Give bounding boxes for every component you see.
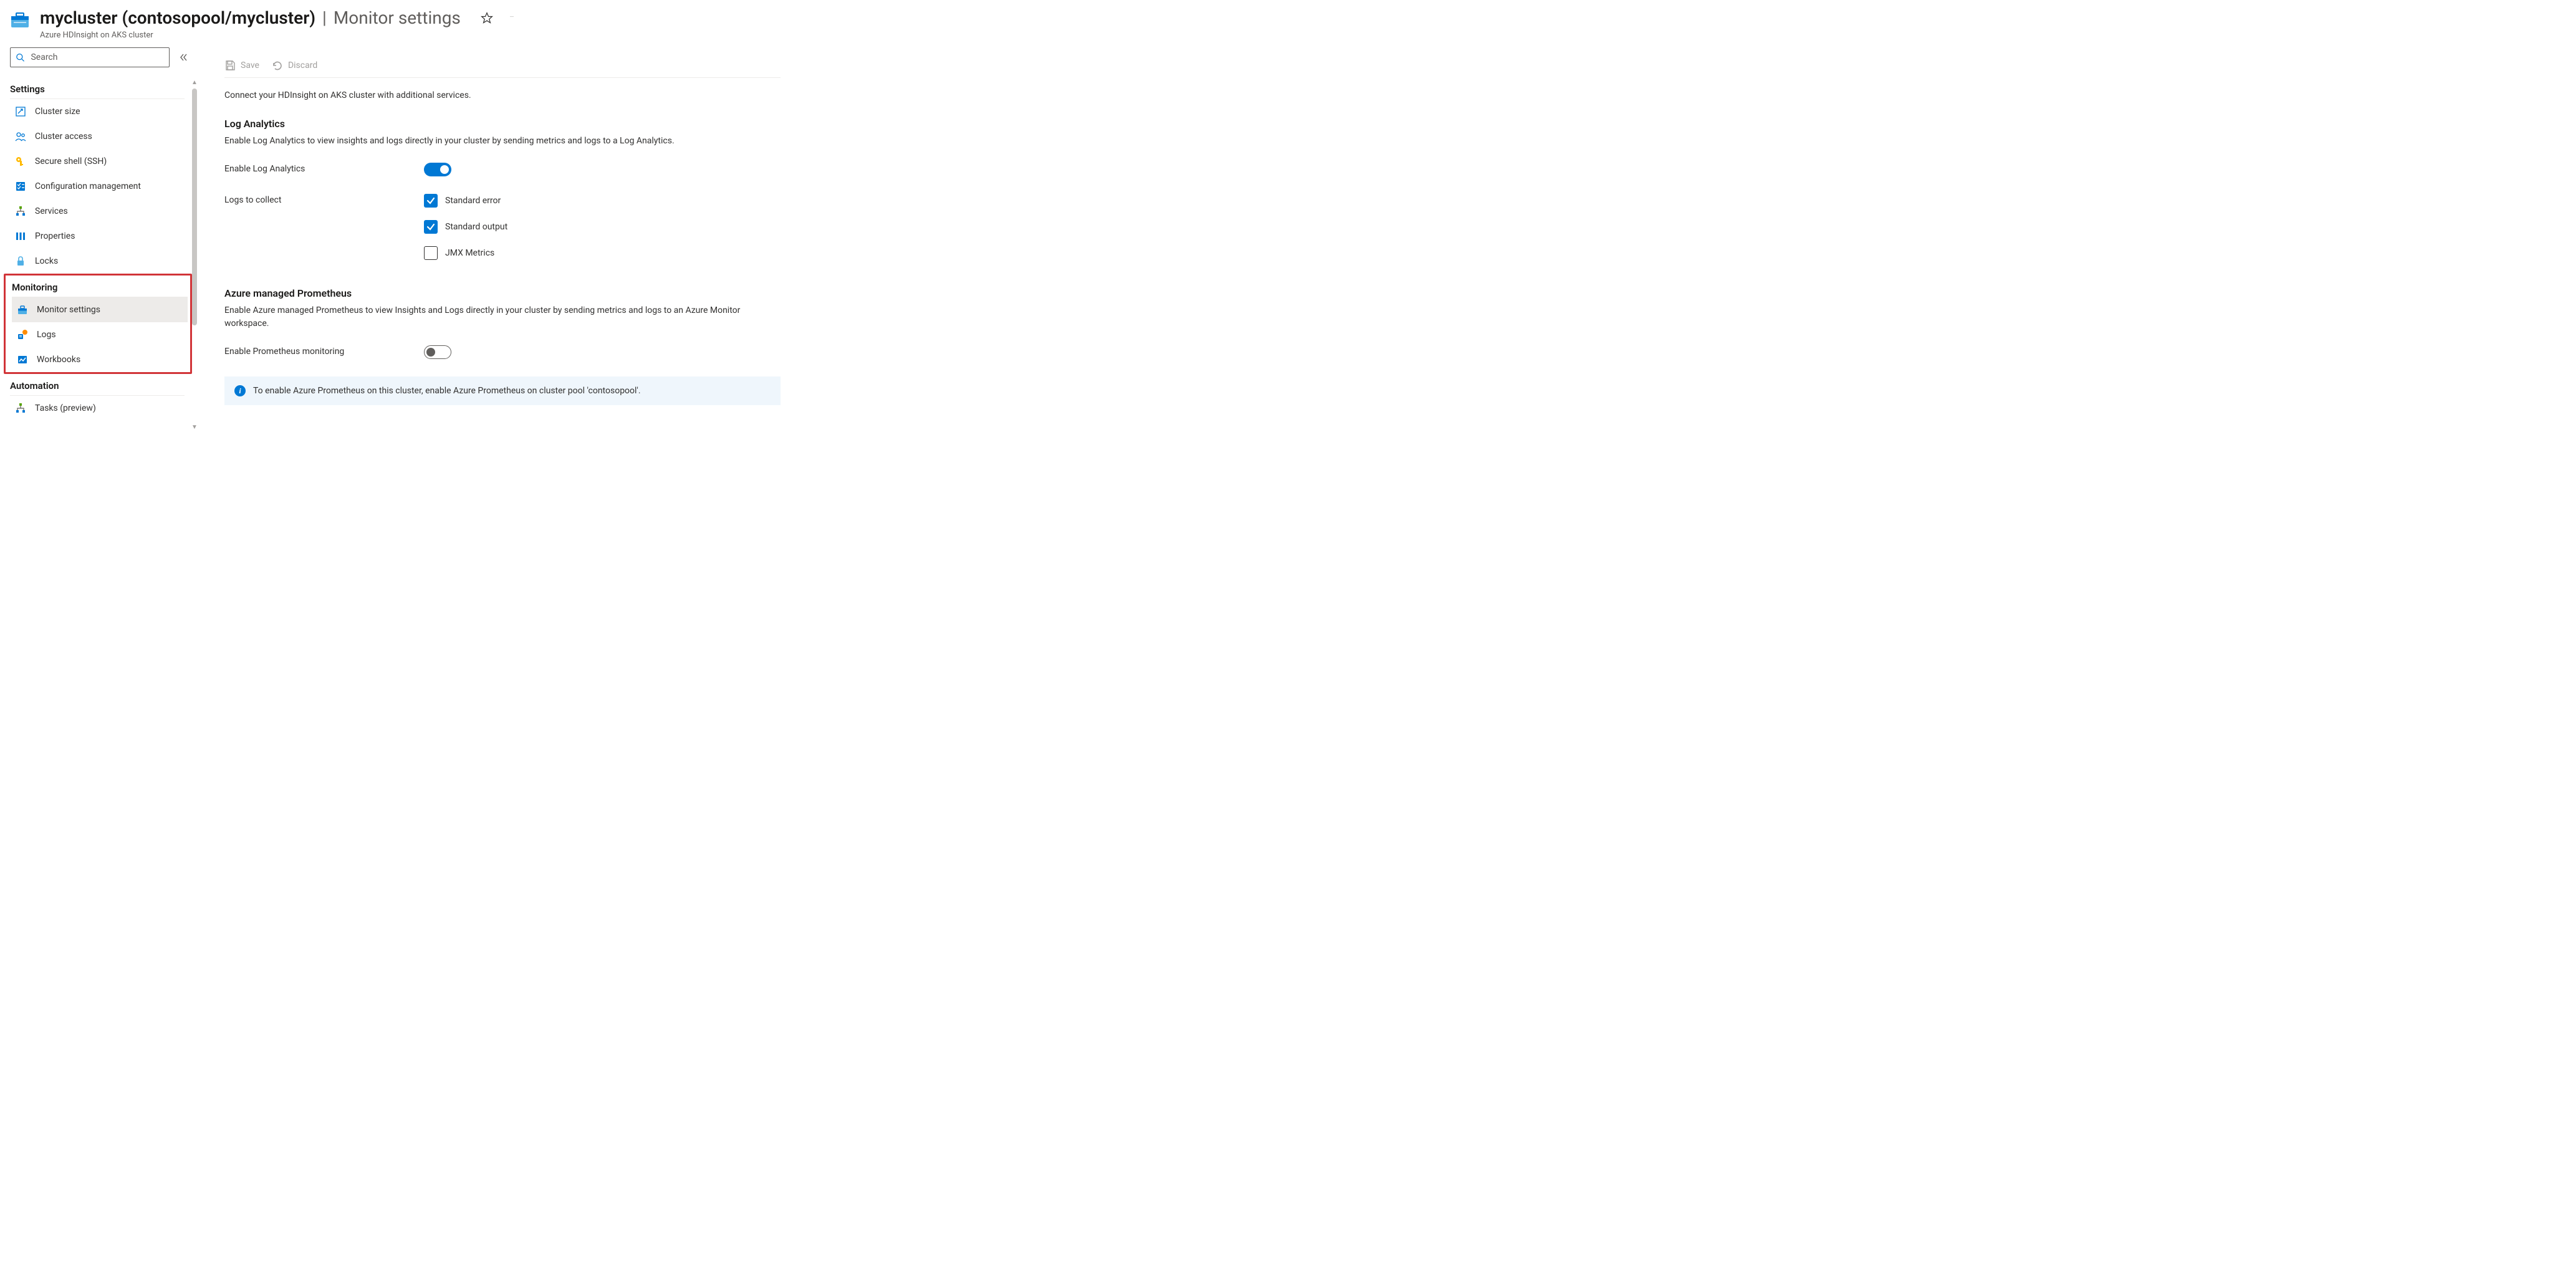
sidebar-item-label: Logs xyxy=(37,330,56,340)
save-label: Save xyxy=(241,60,259,70)
enable-prometheus-label: Enable Prometheus monitoring xyxy=(224,345,424,357)
resource-type-label: Azure HDInsight on AKS cluster xyxy=(40,31,2566,40)
sidebar-item-config-management[interactable]: Configuration management xyxy=(10,174,185,199)
page-header: mycluster (contosopool/mycluster) | Moni… xyxy=(0,0,2576,45)
search-icon xyxy=(16,52,24,62)
resize-icon xyxy=(15,106,26,117)
favorite-icon[interactable] xyxy=(481,12,493,24)
sidebar-item-ssh[interactable]: Secure shell (SSH) xyxy=(10,149,185,174)
sidebar-item-label: Tasks (preview) xyxy=(35,403,96,413)
sidebar-item-cluster-access[interactable]: Cluster access xyxy=(10,124,185,149)
more-icon[interactable] xyxy=(506,12,518,24)
sidebar-item-label: Cluster size xyxy=(35,107,80,117)
sidebar-item-label: Workbooks xyxy=(37,355,80,365)
prometheus-title: Azure managed Prometheus xyxy=(224,287,781,299)
logs-to-collect-label: Logs to collect xyxy=(224,194,424,205)
bars-icon xyxy=(15,231,26,242)
hierarchy-icon xyxy=(15,206,26,217)
sidebar-item-locks[interactable]: Locks xyxy=(10,249,185,274)
sidebar-item-monitor-settings[interactable]: Monitor settings xyxy=(12,297,188,322)
sidebar-item-label: Locks xyxy=(35,256,58,266)
sidebar-item-label: Services xyxy=(35,206,68,216)
log-analytics-title: Log Analytics xyxy=(224,118,781,130)
prometheus-info-bar: i To enable Azure Prometheus on this clu… xyxy=(224,376,781,405)
sidebar-item-services[interactable]: Services xyxy=(10,199,185,224)
toolbox-icon xyxy=(17,304,28,315)
sidebar-item-label: Properties xyxy=(35,231,75,241)
sidebar-item-workbooks[interactable]: Workbooks xyxy=(12,347,188,372)
sidebar-item-label: Secure shell (SSH) xyxy=(35,156,107,166)
people-icon xyxy=(15,131,26,142)
info-icon: i xyxy=(234,385,246,396)
page-title: mycluster (contosopool/mycluster) | Moni… xyxy=(40,7,461,28)
sidebar-item-properties[interactable]: Properties xyxy=(10,224,185,249)
checkbox-label: JMX Metrics xyxy=(445,248,494,258)
resource-icon xyxy=(10,10,30,30)
workbook-icon xyxy=(17,354,28,365)
checkbox-standard-output[interactable] xyxy=(424,220,438,234)
sidebar-scrollbar[interactable]: ▲ ▼ xyxy=(191,80,198,431)
checkbox-label: Standard output xyxy=(445,222,507,232)
sidebar-item-logs[interactable]: Logs xyxy=(12,322,188,347)
collapse-sidebar-button[interactable] xyxy=(177,51,190,64)
save-button[interactable]: Save xyxy=(224,60,259,71)
monitoring-section-highlight: Monitoring Monitor settings Logs xyxy=(4,274,192,374)
log-analytics-desc: Enable Log Analytics to view insights an… xyxy=(224,135,781,148)
sidebar-section-automation: Automation xyxy=(10,374,185,396)
sidebar-item-label: Cluster access xyxy=(35,132,92,141)
enable-log-analytics-toggle[interactable] xyxy=(424,163,451,176)
sidebar-item-tasks[interactable]: Tasks (preview) xyxy=(10,396,185,421)
checkbox-jmx-metrics[interactable] xyxy=(424,246,438,260)
lock-icon xyxy=(15,256,26,267)
tasks-icon xyxy=(15,403,26,414)
discard-label: Discard xyxy=(288,60,317,70)
sidebar-section-settings: Settings xyxy=(10,77,185,99)
logs-icon xyxy=(17,329,28,340)
toolbar: Save Discard xyxy=(224,45,781,78)
checklist-icon xyxy=(15,181,26,192)
main-content: Save Discard Connect your HDInsight on A… xyxy=(195,45,805,431)
sidebar-item-label: Monitor settings xyxy=(37,305,100,315)
enable-prometheus-toggle[interactable] xyxy=(424,345,451,359)
info-text: To enable Azure Prometheus on this clust… xyxy=(253,386,641,396)
intro-text: Connect your HDInsight on AKS cluster wi… xyxy=(224,90,781,100)
enable-log-analytics-label: Enable Log Analytics xyxy=(224,163,424,174)
prometheus-desc: Enable Azure managed Prometheus to view … xyxy=(224,304,781,330)
key-icon xyxy=(15,156,26,167)
sidebar-item-label: Configuration management xyxy=(35,181,141,191)
search-box[interactable] xyxy=(10,47,170,67)
sidebar-section-monitoring: Monitoring xyxy=(12,275,188,297)
search-input[interactable] xyxy=(29,52,164,63)
checkbox-standard-error[interactable] xyxy=(424,194,438,208)
checkbox-label: Standard error xyxy=(445,196,501,206)
discard-button[interactable]: Discard xyxy=(272,60,317,71)
sidebar-item-cluster-size[interactable]: Cluster size xyxy=(10,99,185,124)
sidebar: ▲ ▼ Settings Cluster size Cluster access xyxy=(0,45,195,431)
